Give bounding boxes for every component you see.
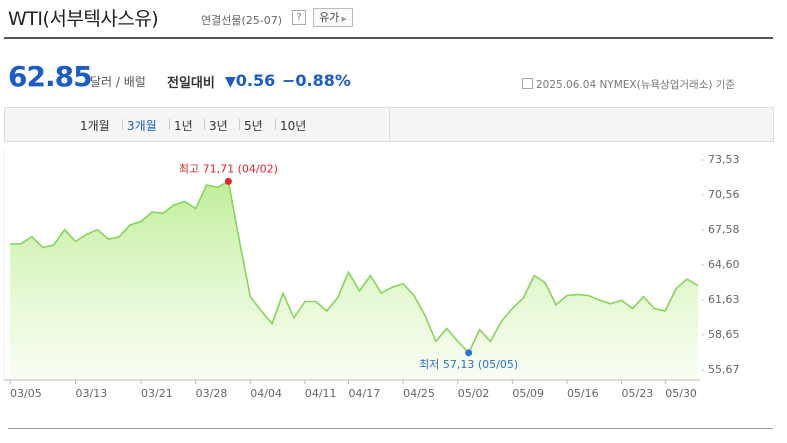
x-tick-label: 05/23 (622, 387, 654, 400)
bottom-rule (8, 428, 773, 429)
tab[interactable]: 10년 (280, 119, 307, 133)
y-tick-label: 58,65 (708, 328, 740, 341)
unit: 달러 / 배럴 (90, 75, 146, 89)
button-label: 유가 (319, 11, 340, 24)
x-tick-label: 03/05 (10, 387, 42, 400)
change: ▼0.56 (225, 71, 276, 90)
x-tick-label: 04/04 (250, 387, 282, 400)
tab-divider (389, 108, 390, 141)
tab[interactable]: 3개월 (127, 119, 157, 133)
help-button[interactable]: ? (292, 10, 306, 25)
category-button[interactable]: 유가 ▶ (313, 8, 353, 27)
tab-separator (239, 119, 240, 130)
tab[interactable]: 3년 (209, 119, 228, 133)
tab[interactable]: 5년 (244, 119, 263, 133)
x-tick-label: 03/13 (76, 387, 108, 400)
x-tick-label: 03/21 (141, 387, 173, 400)
tab-separator (204, 119, 205, 130)
max-label: 최고 71,71 (04/02) (179, 162, 278, 175)
max-marker (224, 177, 232, 185)
title: WTI(서부텍사스유) (8, 8, 159, 30)
tab-separator (275, 119, 276, 130)
price: 62.85 (8, 60, 93, 93)
tab[interactable]: 1년 (174, 119, 193, 133)
x-tick-label: 04/17 (349, 387, 381, 400)
x-tick-label: 05/02 (458, 387, 490, 400)
y-tick-label: 70,56 (708, 188, 740, 201)
divider (4, 37, 773, 39)
x-tick-label: 05/30 (665, 387, 697, 400)
y-tick-label: 55,67 (708, 363, 740, 376)
subtitle: 연결선물(25-07) (201, 14, 283, 27)
y-tick-label: 73,53 (708, 153, 740, 166)
x-tick-label: 04/25 (403, 387, 435, 400)
x-tick-label: 05/09 (512, 387, 544, 400)
change-label: 전일대비 (167, 76, 215, 91)
tab-separator (122, 119, 123, 130)
tab[interactable]: 1개월 (80, 119, 110, 133)
x-tick-label: 05/16 (567, 387, 599, 400)
tab-separator (169, 119, 170, 130)
area (10, 181, 698, 380)
basis: 2025.06.04 NYMEX(뉴욕상업거래소) 기준 (522, 77, 735, 92)
x-tick-label: 03/28 (196, 387, 228, 400)
x-tick-label: 04/11 (305, 387, 337, 400)
min-marker (465, 349, 473, 357)
basis-text: 2025.06.04 NYMEX(뉴욕상업거래소) 기준 (536, 79, 736, 91)
min-label: 최저 57,13 (05/05) (419, 358, 518, 371)
change-value: 0.56 (235, 71, 276, 90)
line (9, 180, 699, 355)
y-tick-label: 67,58 (708, 223, 740, 236)
y-tick-label: 61,63 (708, 293, 740, 306)
y-tick-label: 64,60 (708, 258, 740, 271)
change-rate: −0.88% (282, 71, 351, 90)
